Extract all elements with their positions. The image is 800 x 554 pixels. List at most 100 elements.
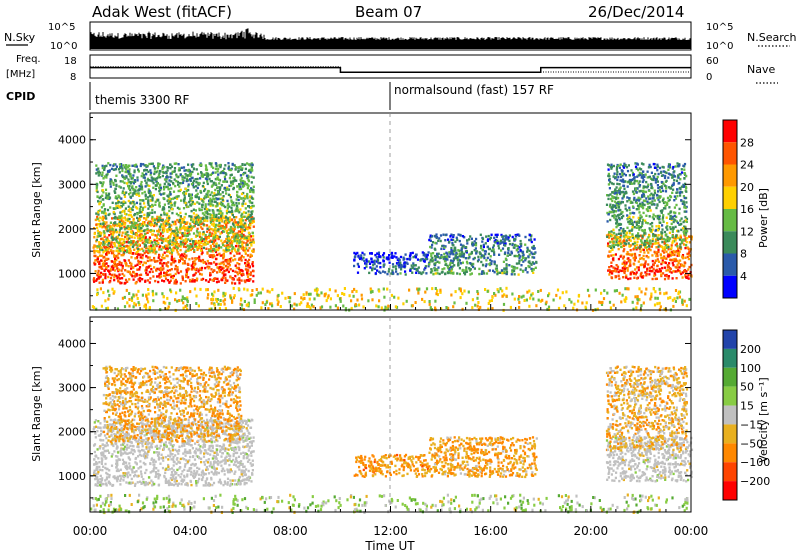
scatter-cell	[651, 216, 654, 219]
scatter-cell	[659, 221, 662, 224]
scatter-cell	[517, 273, 520, 276]
scatter-cell	[189, 222, 192, 225]
scatter-cell	[204, 237, 207, 241]
scatter-cell	[169, 233, 172, 236]
scatter-cell	[96, 257, 99, 260]
scatter-cell	[113, 276, 116, 279]
scatter-cell	[634, 255, 637, 258]
scatter-cell	[618, 172, 621, 176]
scatter-cell	[148, 205, 151, 208]
scatter-cell	[125, 226, 128, 230]
scatter-cell	[128, 207, 131, 211]
scatter-cell	[619, 191, 623, 194]
scatter-cell	[166, 240, 169, 243]
scatter-cell	[189, 174, 192, 177]
scatter-cell	[234, 249, 237, 252]
scatter-cell	[225, 223, 228, 226]
scatter-cell	[123, 177, 126, 180]
scatter-cell	[240, 233, 243, 237]
scatter-cell	[215, 219, 218, 222]
scatter-cell	[125, 240, 128, 244]
scatter-cell	[657, 270, 660, 273]
scatter-cell	[158, 258, 161, 261]
scatter-cell	[155, 234, 158, 237]
scatter-cell	[105, 192, 108, 195]
scatter-cell	[237, 244, 240, 248]
scatter-cell	[440, 247, 443, 251]
scatter-cell	[234, 270, 237, 273]
scatter-cell	[359, 257, 362, 261]
scatter-cell	[648, 189, 651, 192]
scatter-cell	[102, 225, 105, 228]
scatter-cell	[461, 235, 465, 238]
scatter-cell	[99, 216, 102, 219]
scatter-cell	[376, 257, 379, 261]
scatter-cell	[658, 218, 661, 221]
scatter-cell	[420, 258, 423, 261]
scatter-cell	[356, 251, 359, 255]
scatter-cell	[642, 185, 645, 188]
scatter-cell	[232, 176, 235, 180]
scatter-cell	[502, 260, 505, 263]
scatter-cell	[674, 243, 677, 247]
scatter-cell	[680, 168, 683, 171]
scatter-cell	[638, 211, 641, 214]
scatter-cell	[521, 252, 524, 255]
scatter-cell	[643, 233, 646, 237]
scatter-cell	[683, 196, 686, 200]
noise-left-tick-top: 10^5	[48, 22, 75, 33]
scatter-cell	[149, 239, 153, 243]
scatter-cell	[103, 249, 106, 253]
scatter-cell	[649, 222, 652, 226]
scatter-cell	[187, 188, 190, 192]
scatter-cell	[120, 210, 123, 214]
scatter-cell	[139, 183, 142, 186]
scatter-cell	[158, 172, 161, 175]
scatter-cell	[183, 221, 186, 224]
scatter-cell	[657, 172, 660, 176]
scatter-cell	[424, 257, 427, 261]
scatter-cell	[522, 260, 525, 263]
scatter-cell	[162, 171, 165, 174]
scatter-cell	[111, 268, 114, 271]
scatter-cell	[156, 229, 159, 233]
scatter-cell	[139, 230, 142, 233]
scatter-cell	[120, 214, 123, 217]
scatter-cell	[118, 231, 121, 234]
scatter-cell	[373, 260, 376, 263]
scatter-cell	[188, 268, 191, 271]
scatter-cell	[365, 260, 368, 263]
scatter-cell	[161, 219, 164, 222]
scatter-cell	[214, 227, 217, 231]
scatter-cell	[466, 262, 469, 265]
scatter-cell	[107, 257, 110, 261]
scatter-cell	[206, 219, 209, 223]
scatter-cell	[225, 229, 228, 233]
scatter-cell	[496, 233, 499, 236]
scatter-cell	[169, 239, 172, 242]
scatter-cell	[155, 244, 158, 248]
scatter-cell	[159, 219, 162, 222]
scatter-cell	[230, 236, 234, 239]
scatter-cell	[448, 240, 451, 244]
scatter-cell	[239, 185, 242, 188]
scatter-cell	[638, 184, 642, 187]
scatter-cell	[212, 233, 215, 237]
scatter-cell	[462, 255, 465, 259]
scatter-cell	[654, 277, 657, 281]
scatter-cell	[154, 252, 157, 255]
scatter-cell	[620, 175, 623, 179]
scatter-cell	[139, 248, 142, 251]
scatter-cell	[187, 248, 190, 251]
scatter-cell	[136, 213, 139, 216]
scatter-cell	[200, 163, 203, 166]
scatter-cell	[132, 243, 135, 246]
scatter-cell	[143, 217, 146, 220]
scatter-cell	[228, 239, 231, 242]
scatter-cell	[363, 253, 366, 256]
scatter-cell	[121, 180, 124, 183]
scatter-cell	[357, 265, 360, 268]
scatter-cell	[157, 233, 160, 236]
scatter-cell	[142, 249, 145, 252]
scatter-cell	[200, 171, 203, 174]
